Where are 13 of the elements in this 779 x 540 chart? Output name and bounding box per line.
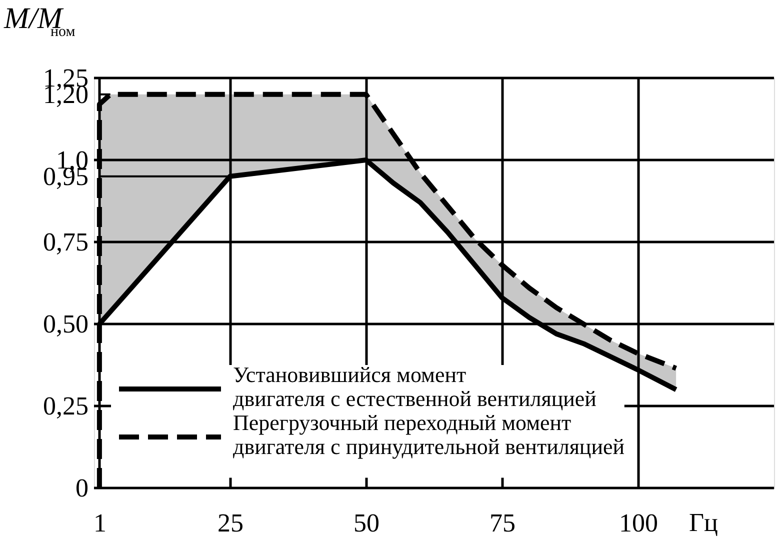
y-tick-label: 0,75 [43,228,88,256]
x-tick-label: 25 [218,508,244,538]
x-tick-label: 100 [619,508,658,538]
x-axis-title: Гц [689,508,718,537]
legend-label: Установившийся момент двигателя с естественной вентиляцией [233,362,597,411]
legend-label: Перегрузочный переходный момент двигателя с принудительной вентиляцией [233,410,625,459]
y-tick-label: 0,50 [43,310,88,338]
x-tick-label: 75 [490,508,516,538]
x-tick-label: 1 [93,508,106,538]
y-tick-label: 0,25 [43,392,88,420]
x-tick-label: 50 [354,508,380,538]
y-axis-title: M/Mном [3,2,76,40]
y-tick-label: 0 [76,474,88,502]
